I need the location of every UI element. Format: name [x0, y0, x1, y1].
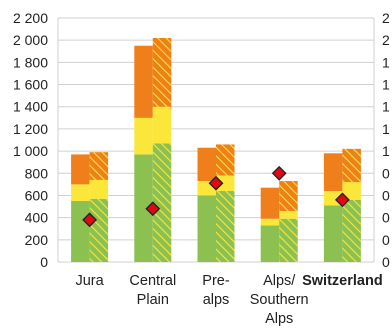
y-tick-label: 1 000 — [13, 143, 48, 159]
y-tick-label-right: 0 — [382, 254, 390, 270]
y-axis-left-tick-labels: 0 200 400 600 800 1 000 1 200 1 400 1 600 1 800 2 … — [13, 10, 48, 270]
bar-hatched-middle-3 — [279, 210, 298, 219]
bar-solid-bottom-0 — [71, 201, 90, 262]
bar-solid-middle-1 — [134, 117, 153, 155]
bar-hatch-overlay-bottom-4 — [342, 199, 361, 262]
y-tick-label-right: 0 — [382, 232, 390, 248]
y-tick-label-right: 2 — [382, 10, 390, 26]
y-tick-label: 1 600 — [13, 77, 48, 93]
bar-hatched-middle-2 — [216, 175, 235, 192]
y-tick-label: 1 400 — [13, 99, 48, 115]
bar-solid-top-3 — [260, 187, 280, 219]
category-label: Switzerland — [302, 273, 383, 289]
y-tick-label: 2 000 — [13, 32, 48, 48]
bar-hatch-overlay-bottom-3 — [279, 218, 298, 262]
category-label: Plain — [137, 292, 169, 308]
y-tick-label: 800 — [25, 165, 49, 181]
y-tick-label: 1 800 — [13, 54, 48, 70]
bar-hatch-overlay-bottom-0 — [89, 198, 109, 262]
marker-diamond-1 — [145, 201, 161, 217]
bar-solid-middle-3 — [260, 218, 280, 226]
bars — [71, 37, 361, 262]
bar-solid-top-1 — [134, 45, 153, 118]
y-tick-label: 0 — [40, 254, 48, 270]
y-tick-label-right: 1 — [382, 77, 390, 93]
bar-solid-top-0 — [71, 154, 90, 185]
y-tick-label-right: 1 — [382, 121, 390, 137]
bar-hatched-middle-0 — [89, 179, 109, 199]
marker-diamond-4 — [334, 192, 350, 208]
bar-hatch-overlay-bottom-1 — [152, 143, 172, 262]
bar-solid-top-4 — [323, 153, 343, 192]
bar-hatch-overlay-top-3 — [279, 181, 298, 211]
category-label: Alps/ — [263, 273, 296, 289]
bar-hatch-overlay-top-0 — [89, 152, 109, 180]
bar-solid-bottom-1 — [134, 154, 153, 262]
y-tick-label-right: 0 — [382, 210, 390, 226]
category-label: Southern — [250, 292, 309, 308]
bar-solid-top-2 — [197, 147, 216, 182]
bar-solid-bottom-3 — [260, 225, 280, 262]
y-tick-label-right: 1 — [382, 54, 390, 70]
markers — [82, 165, 350, 228]
y-axis-right-tick-labels: 0 0 0 0 0 1 1 1 1 1 2 2 — [382, 10, 390, 270]
category-label: Jura — [75, 273, 104, 289]
y-tick-label-right: 1 — [382, 99, 390, 115]
y-tick-label-right: 0 — [382, 165, 390, 181]
bar-solid-bottom-4 — [323, 205, 343, 262]
category-label: Alps — [265, 311, 293, 327]
bar-hatch-overlay-bottom-2 — [216, 191, 235, 262]
bar-hatch-overlay-top-4 — [342, 148, 361, 183]
marker-diamond-2 — [208, 175, 224, 191]
y-tick-label-right: 0 — [382, 187, 390, 203]
marker-diamond-0 — [82, 212, 98, 228]
marker-diamond-3 — [271, 165, 287, 181]
bar-solid-middle-0 — [71, 184, 90, 201]
category-label: Pre- — [202, 273, 230, 289]
bar-hatch-overlay-top-1 — [152, 37, 172, 107]
y-tick-label: 400 — [25, 210, 49, 226]
y-tick-label: 2 200 — [13, 10, 48, 26]
bar-hatched-middle-1 — [152, 106, 172, 144]
y-tick-label: 200 — [25, 232, 49, 248]
x-axis-category-labels: Jura Central Plain Pre-alps Alps/Southern Alp… — [75, 273, 382, 327]
y-tick-label: 600 — [25, 187, 49, 203]
y-tick-label-right: 1 — [382, 143, 390, 159]
category-label: alps — [203, 292, 230, 308]
category-label: Central — [129, 273, 176, 289]
bar-hatched-middle-4 — [342, 182, 361, 200]
bar-hatch-overlay-top-2 — [216, 144, 235, 176]
y-tick-label: 1 200 — [13, 121, 48, 137]
bar-solid-bottom-2 — [197, 195, 216, 262]
y-tick-label-right: 2 — [382, 32, 390, 48]
